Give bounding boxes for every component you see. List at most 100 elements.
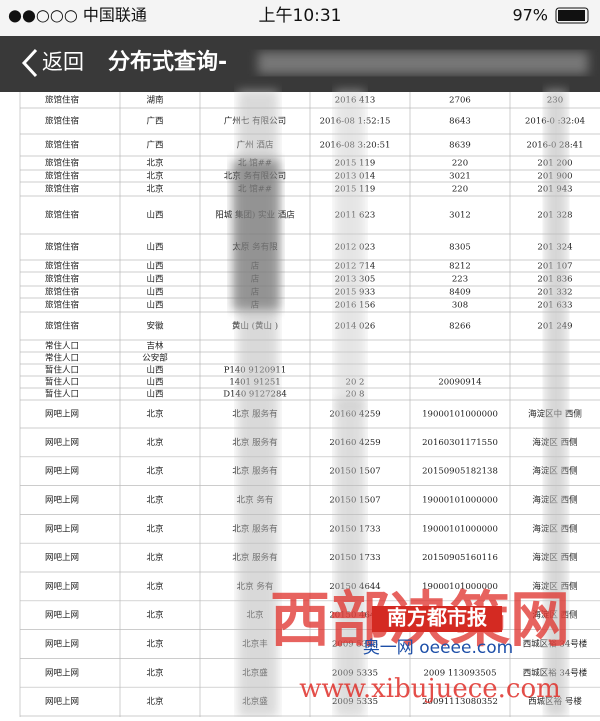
table-cell: 旅馆住宿 (45, 300, 79, 311)
table-cell: 山西 (146, 389, 163, 400)
table-cell: 20150905182138 (422, 467, 498, 477)
table-cell: 20160301171550 (422, 438, 498, 448)
table-cell: 北京 (146, 667, 163, 678)
table-cell: 19000101000000 (422, 410, 498, 420)
blurred-title (258, 52, 588, 74)
table-cell: 旅馆住宿 (45, 261, 79, 272)
watermark-url: www.xibujuece.com (299, 674, 561, 704)
table-cell: 8409 (449, 288, 471, 298)
table-cell: 19000101000000 (422, 496, 498, 506)
table-cell: 山西 (146, 242, 163, 253)
table-cell: 暂住人口 (45, 377, 79, 388)
table-cell: 旅馆住宿 (45, 242, 79, 253)
blur-overlays (232, 90, 567, 717)
battery-fill (558, 10, 585, 21)
table-cell: 3012 (449, 211, 471, 221)
table-cell: 安徽 (146, 321, 164, 332)
table-cell: 8639 (449, 141, 471, 151)
table-cell: 8305 (449, 243, 471, 253)
table-cell: 旅馆住宿 (45, 321, 79, 332)
table-cell: 网吧上网 (45, 611, 79, 621)
table-cell: 山西 (146, 274, 163, 285)
table-cell: 223 (452, 275, 468, 285)
table-cell: 山西 (146, 261, 163, 272)
table-cell: 北京 (146, 495, 163, 506)
table-cell: 常住人口 (45, 353, 79, 364)
table-cell: 湖南 (146, 95, 163, 106)
table-cell: 山西 (146, 300, 163, 311)
table-cell: 旅馆住宿 (45, 184, 79, 195)
table-cell: 北京 (146, 466, 163, 477)
table-cell: 网吧上网 (45, 640, 79, 650)
table-cell: 旅馆住宿 (45, 274, 79, 285)
table-cell: 2009 113093505 (423, 668, 496, 678)
back-button[interactable]: 返回 (42, 50, 84, 74)
table-cell: 北京 (146, 696, 163, 707)
table-cell: 北京 (146, 184, 163, 195)
blur-strip (545, 90, 567, 717)
blur-strip (335, 400, 365, 717)
table-cell: 20090914 (438, 378, 481, 388)
battery-icon (555, 7, 589, 24)
table-cell: 220 (452, 185, 468, 195)
table-cell: 220 (452, 159, 468, 169)
table-cell: 山西 (146, 287, 163, 298)
table-cell: 旅馆住宿 (45, 171, 79, 182)
clock: 上午10:31 (259, 6, 342, 26)
table-cell: 19000101000000 (422, 524, 498, 534)
table-cell: 北京 (146, 437, 163, 448)
status-bar (0, 0, 600, 36)
table-cell: 8212 (449, 262, 471, 272)
table-cell: 北京 (146, 158, 163, 169)
carrier: ●●○○○ 中国联通 (8, 6, 147, 25)
table-cell: 山西 (146, 210, 163, 221)
table-cell: 旅馆住宿 (45, 158, 79, 169)
table-cell: 山西 (146, 365, 163, 376)
table-cell: 旅馆住宿 (45, 116, 79, 127)
table-cell: 19000101000000 (422, 582, 498, 592)
table-cell: 北京 (146, 552, 163, 563)
table-cell: 网吧上网 (45, 582, 79, 592)
table-cell: 北京 (146, 581, 163, 592)
table-cell: 广西 (146, 116, 163, 127)
table-cell: 旅馆住宿 (45, 210, 79, 221)
table-cell: 暂住人口 (45, 389, 79, 400)
table-cell: 308 (452, 301, 468, 311)
table-cell: 8266 (449, 322, 471, 332)
table-cell: 常住人口 (45, 341, 79, 352)
table-cell: 网吧上网 (45, 668, 79, 678)
table-cell: 8643 (449, 117, 471, 127)
watermark-portal: 奥一网 oeeee.com (363, 638, 513, 658)
table-cell: 20150905160116 (422, 553, 498, 563)
back-arrow[interactable] (21, 48, 38, 78)
blur-strip (232, 160, 280, 310)
table-cell: 网吧上网 (45, 496, 79, 506)
table-cell: 公安部 (142, 353, 168, 364)
table-cell: 山西 (146, 377, 163, 388)
table-cell: 旅馆住宿 (45, 95, 79, 106)
table-cell: 北京 (146, 639, 163, 650)
table-cell: 20091113080352 (422, 697, 498, 707)
table-cell: 网吧上网 (45, 410, 79, 420)
battery-level: 97% (512, 6, 548, 25)
table-cell: 北京 (146, 171, 163, 182)
table-cell: 北京 (146, 610, 163, 621)
table-cell: 北京 (146, 523, 163, 534)
table-cell: 旅馆住宿 (45, 140, 79, 151)
watermark-paper-bg (372, 606, 502, 632)
table-cell: 网吧上网 (45, 697, 79, 707)
table-cell: 网吧上网 (45, 524, 79, 534)
table-cell: 网吧上网 (45, 438, 79, 448)
table-cell: 广西 (146, 140, 163, 151)
table-cell: 旅馆住宿 (45, 287, 79, 298)
nav-title: 分布式查询- (108, 49, 227, 75)
table-cell: 网吧上网 (45, 553, 79, 563)
table-cell: 2706 (449, 96, 471, 106)
blur-strip (335, 90, 365, 410)
table-cell: 3021 (449, 172, 471, 182)
table-cell: 吉林 (146, 341, 164, 352)
table-cell: 暂住人口 (45, 365, 79, 376)
watermark-paper: 南方都市报 (387, 606, 487, 630)
table-cell: 北京 (146, 409, 163, 420)
